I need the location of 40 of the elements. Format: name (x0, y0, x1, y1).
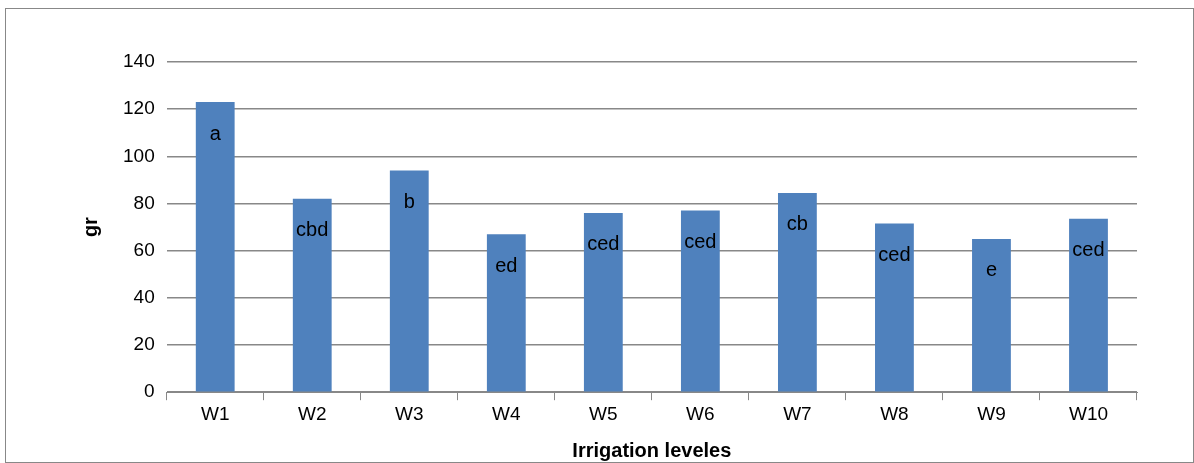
bar (486, 234, 526, 392)
x-axis-title: Irrigation leveles (572, 438, 732, 461)
x-tick-label: W3 (395, 402, 424, 424)
x-tick-label: W9 (977, 402, 1006, 424)
y-tick-label: 120 (123, 97, 155, 119)
annotation: ced (684, 230, 717, 253)
x-tick-label: W10 (1068, 402, 1109, 424)
annotation: ced (1072, 238, 1105, 261)
y-tick-label: 20 (133, 333, 155, 355)
annotation: ced (878, 243, 911, 266)
annotation: ced (587, 232, 620, 255)
y-axis-title: gr (78, 216, 101, 238)
bar (777, 192, 817, 392)
annotation: a (209, 121, 222, 144)
y-tick-label: 100 (123, 144, 155, 166)
x-tick-label: W6 (686, 402, 715, 424)
y-tick-label: 40 (133, 286, 155, 308)
y-tick-label: 140 (123, 50, 155, 72)
x-tick-label: W2 (298, 402, 327, 424)
y-tick-label: 60 (133, 238, 155, 260)
annotation: e (985, 258, 998, 281)
x-tick-label: W4 (492, 402, 521, 424)
annotation: cb (786, 212, 808, 235)
x-tick-label: W5 (589, 402, 618, 424)
bar (875, 223, 914, 392)
bar (389, 170, 429, 392)
y-tick-label: 80 (133, 191, 155, 213)
x-tick-label: W7 (783, 402, 812, 424)
bar (292, 198, 332, 392)
y-tick-label: 0 (144, 380, 155, 402)
bar (972, 238, 1011, 392)
bar (680, 210, 720, 392)
x-tick-label: W1 (200, 402, 230, 424)
bar (1069, 218, 1108, 392)
annotation: b (403, 190, 415, 213)
bar (583, 212, 623, 392)
x-tick-label: W8 (880, 402, 909, 424)
annotation: ed (495, 253, 518, 276)
annotation: cbd (296, 218, 329, 241)
bar (195, 102, 235, 392)
